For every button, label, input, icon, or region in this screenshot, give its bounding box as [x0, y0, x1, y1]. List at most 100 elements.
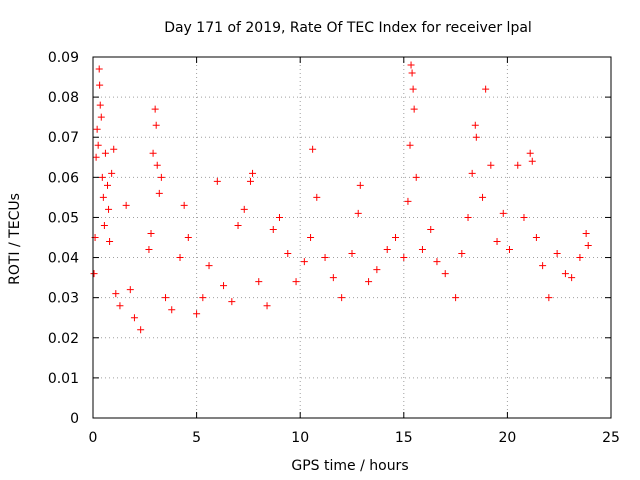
- y-axis-label: ROTI / TECUs: [7, 193, 23, 285]
- x-tick-label: 15: [395, 430, 413, 446]
- data-point: [392, 234, 400, 241]
- data-point: [130, 314, 138, 322]
- data-point: [526, 149, 534, 157]
- data-point: [539, 262, 547, 270]
- data-point: [329, 274, 337, 282]
- data-point: [505, 246, 513, 254]
- data-point: [155, 189, 163, 197]
- data-point: [162, 294, 170, 302]
- data-point: [110, 145, 118, 153]
- data-point: [95, 65, 103, 73]
- data-point: [145, 246, 153, 254]
- chart-title: Day 171 of 2019, Rate Of TEC Index for r…: [164, 20, 532, 36]
- data-point: [356, 181, 364, 189]
- data-point: [284, 250, 292, 258]
- data-point: [468, 169, 476, 177]
- data-point: [246, 177, 254, 185]
- data-point: [176, 254, 184, 262]
- data-point: [545, 294, 553, 302]
- data-point: [427, 225, 435, 233]
- data-point: [240, 205, 248, 213]
- data-point: [149, 149, 157, 157]
- data-point: [471, 121, 479, 129]
- data-point: [493, 238, 501, 246]
- data-point: [98, 173, 106, 181]
- data-point: [408, 69, 416, 77]
- x-tick-label: 0: [89, 430, 98, 446]
- data-point: [90, 270, 98, 278]
- data-point: [157, 173, 165, 181]
- data-points: [90, 61, 592, 334]
- y-tick-label: 0.02: [48, 331, 79, 347]
- data-point: [213, 177, 221, 185]
- x-tick-label: 20: [498, 430, 516, 446]
- x-axis-label: GPS time / hours: [291, 458, 408, 474]
- data-point: [300, 258, 308, 266]
- data-point: [96, 81, 104, 89]
- data-point: [106, 238, 114, 246]
- data-point: [354, 209, 362, 217]
- data-point: [514, 161, 522, 169]
- data-point: [582, 229, 590, 237]
- data-point: [105, 205, 113, 213]
- data-point: [584, 242, 592, 250]
- x-tick-label: 25: [602, 430, 620, 446]
- y-tick-label: 0.04: [48, 251, 79, 267]
- data-point: [487, 161, 495, 169]
- data-point: [255, 278, 263, 286]
- data-point: [452, 294, 460, 302]
- data-point: [199, 294, 207, 302]
- data-point: [292, 278, 300, 286]
- data-point: [100, 221, 108, 229]
- data-point: [338, 294, 346, 302]
- data-point: [412, 173, 420, 181]
- data-point: [499, 209, 507, 217]
- data-point: [410, 105, 418, 113]
- data-point: [313, 193, 321, 201]
- data-point: [528, 157, 536, 165]
- y-tick-label: 0.05: [48, 210, 79, 226]
- grid-lines: [93, 57, 611, 418]
- data-point: [365, 278, 373, 286]
- data-point: [220, 282, 228, 290]
- data-point: [532, 234, 540, 241]
- data-point: [576, 254, 584, 262]
- y-tick-label: 0.01: [48, 371, 79, 387]
- data-point: [184, 234, 192, 241]
- data-point: [97, 113, 105, 121]
- y-tick-label: 0.09: [48, 50, 79, 66]
- data-point: [126, 286, 134, 294]
- y-tick-label: 0.03: [48, 291, 79, 307]
- data-point: [309, 145, 317, 153]
- data-point: [479, 193, 487, 201]
- data-point: [228, 298, 236, 306]
- x-tick-label: 5: [192, 430, 201, 446]
- data-point: [168, 306, 176, 314]
- data-point: [263, 302, 271, 310]
- data-point: [151, 105, 159, 113]
- data-point: [404, 197, 412, 205]
- data-point: [152, 121, 160, 129]
- data-point: [249, 169, 257, 177]
- data-point: [406, 141, 414, 149]
- data-point: [482, 85, 490, 93]
- plot-frame: [92, 56, 612, 419]
- data-point: [193, 310, 201, 318]
- data-point: [112, 290, 120, 298]
- data-point: [269, 225, 277, 233]
- data-point: [472, 133, 480, 141]
- data-point: [96, 101, 104, 109]
- data-point: [116, 302, 124, 310]
- data-point: [561, 270, 569, 278]
- data-point: [464, 213, 472, 221]
- data-point: [407, 61, 415, 69]
- data-point: [234, 221, 242, 229]
- data-point: [458, 250, 466, 258]
- data-point: [137, 326, 145, 334]
- data-point: [104, 181, 112, 189]
- data-point: [418, 246, 426, 254]
- data-point: [409, 85, 417, 93]
- data-point: [99, 193, 107, 201]
- data-point: [553, 250, 561, 258]
